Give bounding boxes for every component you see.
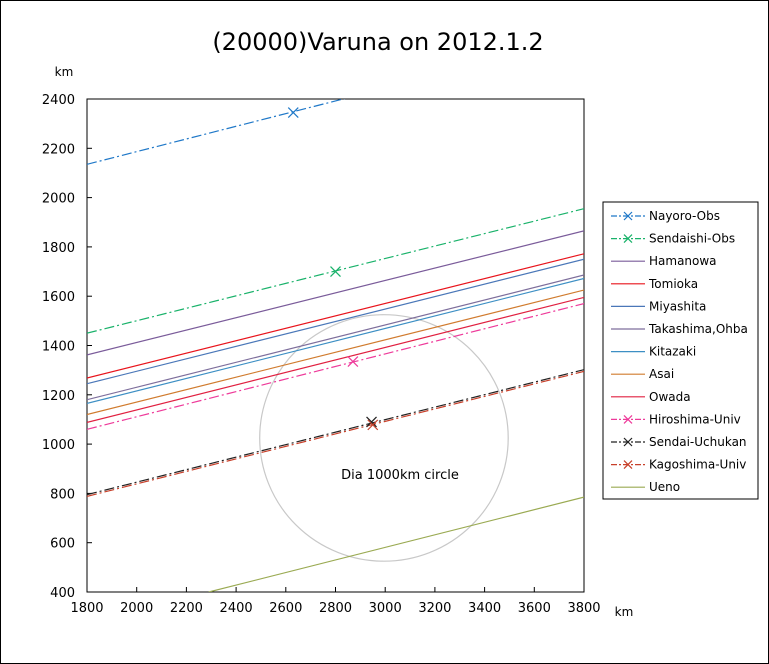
chord-takashima-ohba xyxy=(87,274,584,401)
x-tick-label: 2400 xyxy=(220,601,253,616)
legend-label: Owada xyxy=(649,390,691,404)
legend-item-takashima-ohba: Takashima,Ohba xyxy=(611,322,748,336)
y-axis-unit: km xyxy=(55,65,74,79)
legend-marker xyxy=(623,234,633,244)
legend-item-sendaishi-obs: Sendaishi-Obs xyxy=(611,232,735,246)
marker-sendaishi-obs xyxy=(330,266,341,277)
x-tick-label: 2200 xyxy=(170,601,203,616)
y-tick-label: 800 xyxy=(50,487,75,502)
y-tick-label: 600 xyxy=(50,537,75,552)
legend-marker xyxy=(623,211,633,221)
legend-item-owada: Owada xyxy=(611,390,691,404)
x-tick-label: 2800 xyxy=(319,601,352,616)
chord-hiroshima-univ xyxy=(87,303,584,430)
y-tick-label: 2400 xyxy=(42,93,75,108)
legend-label: Nayoro-Obs xyxy=(649,209,720,223)
legend-item-kagoshima-univ: Kagoshima-Univ xyxy=(611,458,746,472)
x-tick-label: 2600 xyxy=(269,601,302,616)
chord-sendai-uchukan xyxy=(87,369,584,496)
chords-layer xyxy=(87,99,584,592)
legend-label: Tomioka xyxy=(648,277,698,291)
legend-label: Miyashita xyxy=(649,299,706,313)
x-axis: 1800 2000 2200 2400 2600 2800 3000 3200 3400 3600… xyxy=(70,587,601,616)
legend-item-hiroshima-univ: Hiroshima-Univ xyxy=(611,412,741,426)
chord-miyashita xyxy=(87,258,584,385)
legend: Nayoro-Obs Sendaishi-Obs Hamanowa Tomioka Mi… xyxy=(611,209,748,494)
y-tick-label: 1400 xyxy=(42,340,75,355)
y-tick-label: 2000 xyxy=(42,192,75,207)
chord-hamanowa xyxy=(87,230,584,356)
legend-item-nayoro-obs: Nayoro-Obs xyxy=(611,209,720,223)
legend-item-kitazaki: Kitazaki xyxy=(611,345,696,359)
plot-area xyxy=(86,98,585,593)
legend-item-asai: Asai xyxy=(611,367,674,381)
legend-label: Asai xyxy=(649,367,674,381)
x-tick-label: 3800 xyxy=(567,601,600,616)
legend-label: Sendai-Uchukan xyxy=(649,435,747,449)
legend-marker xyxy=(623,414,633,424)
chord-ueno xyxy=(208,496,584,592)
y-tick-label: 1200 xyxy=(42,389,75,404)
y-tick-label: 1600 xyxy=(42,290,75,305)
x-tick-label: 3000 xyxy=(369,601,402,616)
x-tick-label: 1800 xyxy=(70,601,103,616)
y-tick-label: 400 xyxy=(50,586,75,601)
legend-box xyxy=(602,201,759,500)
chart-title: (20000)Varuna on 2012.1.2 xyxy=(212,28,543,56)
dia-circle xyxy=(259,314,509,562)
legend-label: Hiroshima-Univ xyxy=(649,412,741,426)
chord-asai xyxy=(87,289,584,416)
marker-sendai-uchukan xyxy=(366,416,377,428)
marker-kagoshima-univ xyxy=(367,419,379,431)
x-tick-label: 3400 xyxy=(468,601,501,616)
legend-item-sendai-uchukan: Sendai-Uchukan xyxy=(611,435,747,449)
y-axis: 400 600 800 1000 1200 1400 1600 1800 2000 2200 240… xyxy=(42,93,92,601)
circle-layer xyxy=(259,314,509,562)
chord-nayoro-obs xyxy=(87,99,346,165)
marker-nayoro-obs xyxy=(287,107,299,118)
circle-label: Dia 1000km circle xyxy=(341,468,459,483)
chord-kagoshima-univ xyxy=(87,370,584,497)
legend-label: Kagoshima-Univ xyxy=(649,458,746,472)
legend-marker xyxy=(623,460,633,470)
legend-label: Ueno xyxy=(649,480,680,494)
y-tick-label: 1800 xyxy=(42,241,75,256)
x-tick-label: 2000 xyxy=(120,601,153,616)
legend-label: Sendaishi-Obs xyxy=(649,232,735,246)
legend-label: Hamanowa xyxy=(649,254,717,268)
chord-owada xyxy=(87,296,584,423)
legend-label: Takashima,Ohba xyxy=(648,322,748,336)
y-tick-label: 2200 xyxy=(42,142,75,157)
legend-label: Kitazaki xyxy=(649,345,696,359)
legend-item-miyashita: Miyashita xyxy=(611,299,706,313)
x-tick-label: 3200 xyxy=(418,601,451,616)
y-tick-label: 1000 xyxy=(42,438,75,453)
legend-item-hamanowa: Hamanowa xyxy=(611,254,717,268)
markers-layer xyxy=(287,107,379,431)
legend-item-tomioka: Tomioka xyxy=(611,277,698,291)
x-tick-label: 3600 xyxy=(518,601,551,616)
chord-kitazaki xyxy=(87,277,584,405)
legend-marker xyxy=(623,437,633,447)
chord-tomioka xyxy=(87,253,584,379)
legend-item-ueno: Ueno xyxy=(611,480,680,494)
marker-hiroshima-univ xyxy=(347,356,359,367)
x-axis-unit: km xyxy=(615,605,634,619)
